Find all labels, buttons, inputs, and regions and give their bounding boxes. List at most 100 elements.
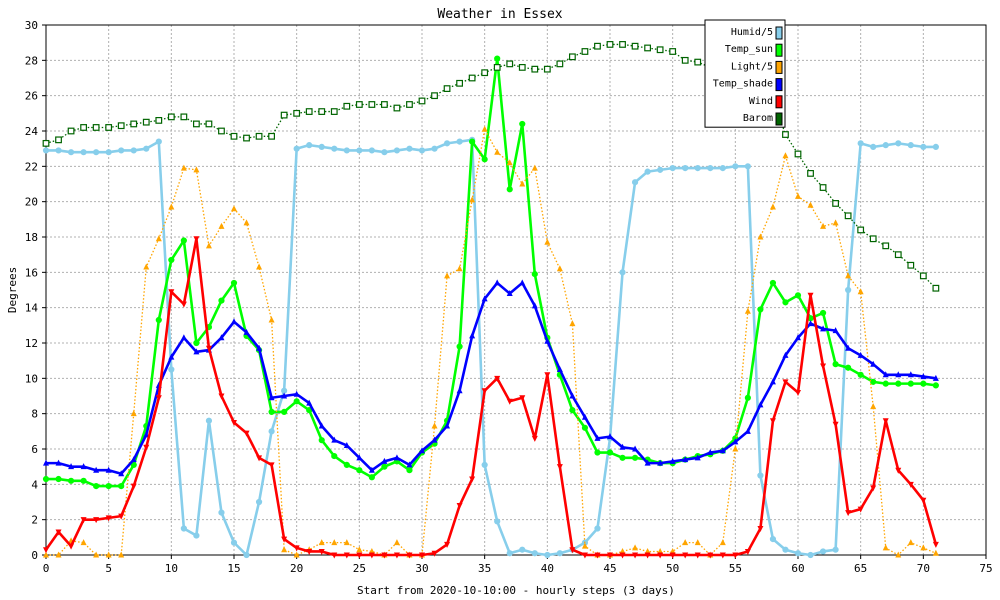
data-point-light-5 [845, 272, 852, 279]
data-point-temp-shade [845, 344, 852, 351]
data-point-light-5 [331, 539, 338, 546]
data-point-barom [293, 109, 301, 117]
x-tick-label: 0 [43, 562, 50, 575]
data-point-humid-5 [732, 163, 739, 170]
data-point-temp-shade [180, 334, 187, 341]
data-point-light-5 [531, 164, 538, 171]
data-point-temp-sun [895, 380, 902, 387]
data-point-temp-shade [619, 443, 626, 450]
data-point-temp-sun [845, 364, 852, 371]
data-point-temp-sun [481, 156, 488, 163]
data-point-wind [393, 552, 400, 559]
data-point-barom [80, 124, 88, 131]
data-point-wind [870, 485, 877, 492]
data-point-wind [293, 545, 300, 552]
data-point-light-5 [882, 544, 889, 551]
data-point-temp-sun [281, 408, 288, 415]
data-point-barom [42, 139, 50, 147]
data-point-light-5 [143, 263, 150, 270]
data-point-light-5 [832, 219, 839, 226]
data-point-humid-5 [794, 550, 802, 557]
data-point-barom [468, 74, 476, 82]
data-point-temp-sun [193, 339, 200, 347]
data-point-temp-shade [932, 374, 939, 381]
data-point-temp-sun [469, 138, 476, 145]
data-point-humid-5 [907, 142, 914, 149]
data-point-humid-5 [293, 145, 300, 152]
data-point-wind [268, 462, 275, 469]
data-point-temp-shade [832, 327, 839, 334]
data-point-wind [406, 552, 413, 559]
data-point-temp-shade [381, 457, 388, 464]
data-point-barom [55, 136, 62, 144]
data-point-wind [757, 526, 764, 532]
data-point-light-5 [644, 547, 651, 554]
data-point-wind [256, 455, 263, 462]
data-point-humid-5 [494, 518, 501, 525]
data-point-humid-5 [544, 551, 551, 559]
data-point-wind [820, 363, 827, 370]
data-point-humid-5 [719, 165, 726, 172]
data-point-humid-5 [845, 286, 852, 294]
plot-frame [45, 24, 987, 556]
data-point-light-5 [870, 403, 877, 410]
data-point-wind [581, 552, 588, 559]
data-point-temp-sun [594, 449, 601, 456]
legend-box [704, 19, 786, 128]
data-point-humid-5 [155, 138, 162, 145]
data-point-barom [594, 42, 601, 50]
data-point-temp-shade [393, 454, 400, 461]
data-point-temp-shade [143, 431, 150, 438]
data-point-wind [368, 552, 375, 559]
y-tick-label: 22 [25, 160, 38, 173]
legend-label-humid-5: Humid/5 [731, 27, 773, 38]
data-point-wind [281, 536, 288, 543]
data-point-light-5 [494, 148, 501, 155]
data-point-wind [795, 389, 801, 396]
data-point-barom [180, 113, 188, 121]
data-point-wind [644, 552, 651, 559]
data-point-barom [543, 65, 551, 73]
data-point-temp-shade [744, 427, 751, 434]
data-point-temp-shade [870, 360, 877, 367]
data-point-wind [80, 517, 87, 524]
legend: Humid/5 Temp_sun Light/5 Temp_shade Wind Baro… [704, 19, 786, 128]
data-point-wind [594, 552, 601, 559]
data-point-temp-sun [105, 483, 112, 490]
data-point-wind [895, 467, 902, 474]
data-point-humid-5 [531, 550, 538, 557]
data-point-barom [794, 150, 802, 158]
data-point-wind [707, 552, 714, 559]
data-point-temp-sun [757, 306, 764, 313]
data-point-wind [845, 510, 852, 517]
data-point-humid-5 [193, 532, 200, 539]
data-point-barom [305, 108, 313, 115]
data-point-barom [669, 48, 677, 55]
data-point-humid-5 [669, 165, 676, 172]
data-point-light-5 [180, 164, 187, 171]
data-point-light-5 [581, 542, 588, 549]
data-point-barom [857, 226, 865, 234]
data-point-humid-5 [143, 145, 150, 152]
data-point-barom [243, 134, 250, 142]
data-point-wind [331, 552, 338, 559]
x-tick-label: 65 [854, 562, 867, 575]
data-point-barom [882, 242, 890, 250]
data-point-humid-5 [418, 147, 426, 154]
data-point-barom [193, 120, 200, 128]
data-point-barom [581, 48, 589, 55]
data-point-barom [819, 184, 827, 191]
data-point-wind [657, 552, 664, 559]
data-point-light-5 [657, 547, 664, 554]
data-point-light-5 [43, 551, 49, 558]
data-point-light-5 [444, 272, 451, 279]
data-point-light-5 [820, 222, 827, 229]
data-point-barom [230, 132, 238, 140]
data-point-barom [531, 65, 539, 73]
data-point-temp-shade [55, 459, 62, 466]
data-point-light-5 [632, 544, 639, 551]
data-point-temp-sun [118, 483, 125, 490]
data-point-temp-shade [331, 436, 338, 443]
data-point-wind [43, 547, 49, 554]
